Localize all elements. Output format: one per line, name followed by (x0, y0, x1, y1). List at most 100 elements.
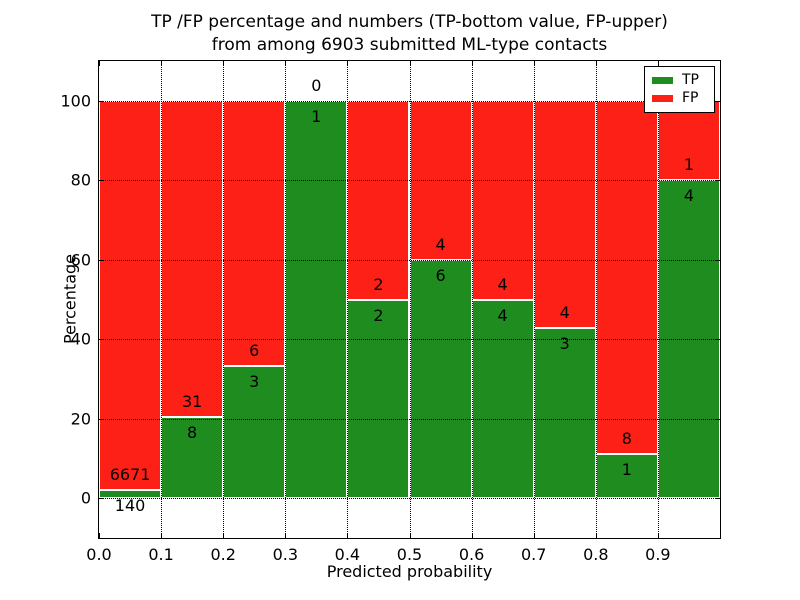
gridline-vertical (595, 61, 597, 538)
gridline-vertical (285, 61, 287, 538)
bar-segment-tp (161, 416, 224, 499)
x-tick-mark (347, 533, 349, 538)
legend-label-tp: TP (682, 71, 699, 88)
y-tick-mark (99, 418, 104, 420)
chart-title-line2: from among 6903 submitted ML-type contac… (211, 35, 608, 55)
x-tick-label: 0.2 (210, 545, 236, 564)
y-tick-mark (715, 498, 720, 500)
bar-label-tp: 2 (373, 305, 384, 325)
gridline-vertical (223, 61, 225, 538)
y-tick-mark (715, 339, 720, 341)
y-tick-label: 60 (70, 250, 91, 270)
bar-label-tp: 4 (497, 305, 508, 325)
y-tick-mark (99, 259, 104, 261)
bar-label-tp: 1 (311, 106, 322, 126)
x-tick-mark (161, 533, 163, 538)
bar-segment-tp (471, 299, 534, 499)
x-tick-label: 0.7 (520, 545, 547, 564)
x-tick-mark (285, 533, 287, 538)
chart-title-line1: TP /FP percentage and numbers (TP-bottom… (151, 12, 668, 32)
y-tick-label: 80 (70, 170, 91, 190)
bar-segment-fp (657, 100, 720, 181)
x-tick-label: 0.4 (334, 545, 361, 564)
bar-label-fp: 6671 (109, 465, 151, 485)
bar-segment-tp (99, 490, 162, 499)
gridline-vertical (471, 61, 473, 538)
y-tick-mark (99, 180, 104, 182)
x-tick-mark (533, 61, 535, 66)
bar-segment-fp (533, 100, 596, 328)
bar-segment-fp (161, 100, 224, 417)
x-tick-label: 0.3 (272, 545, 299, 564)
bar-label-fp: 1 (683, 155, 695, 175)
bar-label-tp: 3 (249, 371, 260, 391)
gridline-vertical (347, 61, 349, 538)
bar-label-tp: 8 (187, 422, 198, 442)
x-tick-mark (595, 61, 597, 66)
gridline-vertical (161, 61, 163, 538)
legend-swatch-tp (652, 76, 673, 84)
x-tick-mark (533, 533, 535, 538)
bar-segment-tp (285, 100, 348, 499)
x-tick-mark (99, 533, 100, 538)
bar-label-fp: 4 (435, 234, 446, 254)
x-tick-mark (285, 61, 287, 66)
bar-segment-tp (595, 454, 658, 499)
y-tick-mark (715, 418, 720, 420)
bar-segment-fp (223, 100, 286, 366)
bar-label-fp: 0 (311, 75, 322, 95)
legend: TP FP (644, 66, 715, 113)
legend-swatch-fp (652, 95, 673, 103)
y-tick-label: 40 (70, 329, 91, 349)
x-tick-label: 0.1 (148, 545, 174, 564)
y-tick-mark (99, 498, 104, 500)
x-tick-label: 0.5 (396, 545, 423, 564)
bar-segment-tp (347, 299, 410, 499)
x-tick-mark (161, 61, 163, 66)
x-tick-mark (471, 533, 473, 538)
bar-segment-tp (533, 327, 596, 499)
y-tick-label: 20 (70, 409, 91, 429)
x-tick-mark (409, 61, 411, 66)
bar-segment-fp (595, 100, 658, 455)
x-tick-mark (595, 533, 597, 538)
bar-label-fp: 6 (249, 340, 260, 360)
bar-label-tp: 4 (683, 186, 695, 206)
x-tick-mark (347, 61, 349, 66)
x-tick-mark (657, 61, 659, 66)
bar-segment-fp (347, 100, 410, 300)
y-tick-mark (99, 100, 104, 102)
y-tick-label: 100 (60, 91, 91, 111)
x-axis-label: Predicted probability (326, 562, 493, 581)
bar-label-tp: 1 (621, 460, 632, 480)
x-tick-mark (657, 533, 659, 538)
y-tick-mark (715, 100, 720, 102)
bar-segment-fp (471, 100, 534, 300)
x-tick-label: 0.9 (645, 545, 671, 564)
bar-segment-tp (409, 259, 472, 499)
bar-label-fp: 8 (621, 429, 632, 449)
bar-label-fp: 4 (497, 274, 508, 294)
bar-label-fp: 4 (559, 302, 570, 322)
bar-label-tp: 3 (559, 333, 570, 353)
y-tick-mark (715, 259, 720, 261)
legend-item-fp: FP (652, 91, 707, 106)
gridline-vertical (409, 61, 411, 538)
x-tick-mark (471, 61, 473, 66)
legend-item-tp: TP (652, 71, 707, 88)
bar-label-fp: 2 (373, 274, 384, 294)
x-tick-label: 0.8 (583, 545, 609, 564)
bar-label-tp: 140 (114, 496, 146, 516)
x-tick-mark (223, 61, 225, 66)
y-tick-mark (715, 180, 720, 182)
gridline-vertical (533, 61, 535, 538)
x-tick-mark (99, 61, 100, 66)
legend-label-fp: FP (682, 90, 699, 107)
x-tick-label: 0.6 (458, 545, 485, 564)
y-tick-label: 0 (80, 488, 91, 508)
x-tick-mark (409, 533, 411, 538)
bar-label-fp: 31 (181, 391, 203, 411)
bar-label-tp: 6 (435, 265, 446, 285)
chart-title: TP /FP percentage and numbers (TP-bottom… (98, 11, 721, 57)
